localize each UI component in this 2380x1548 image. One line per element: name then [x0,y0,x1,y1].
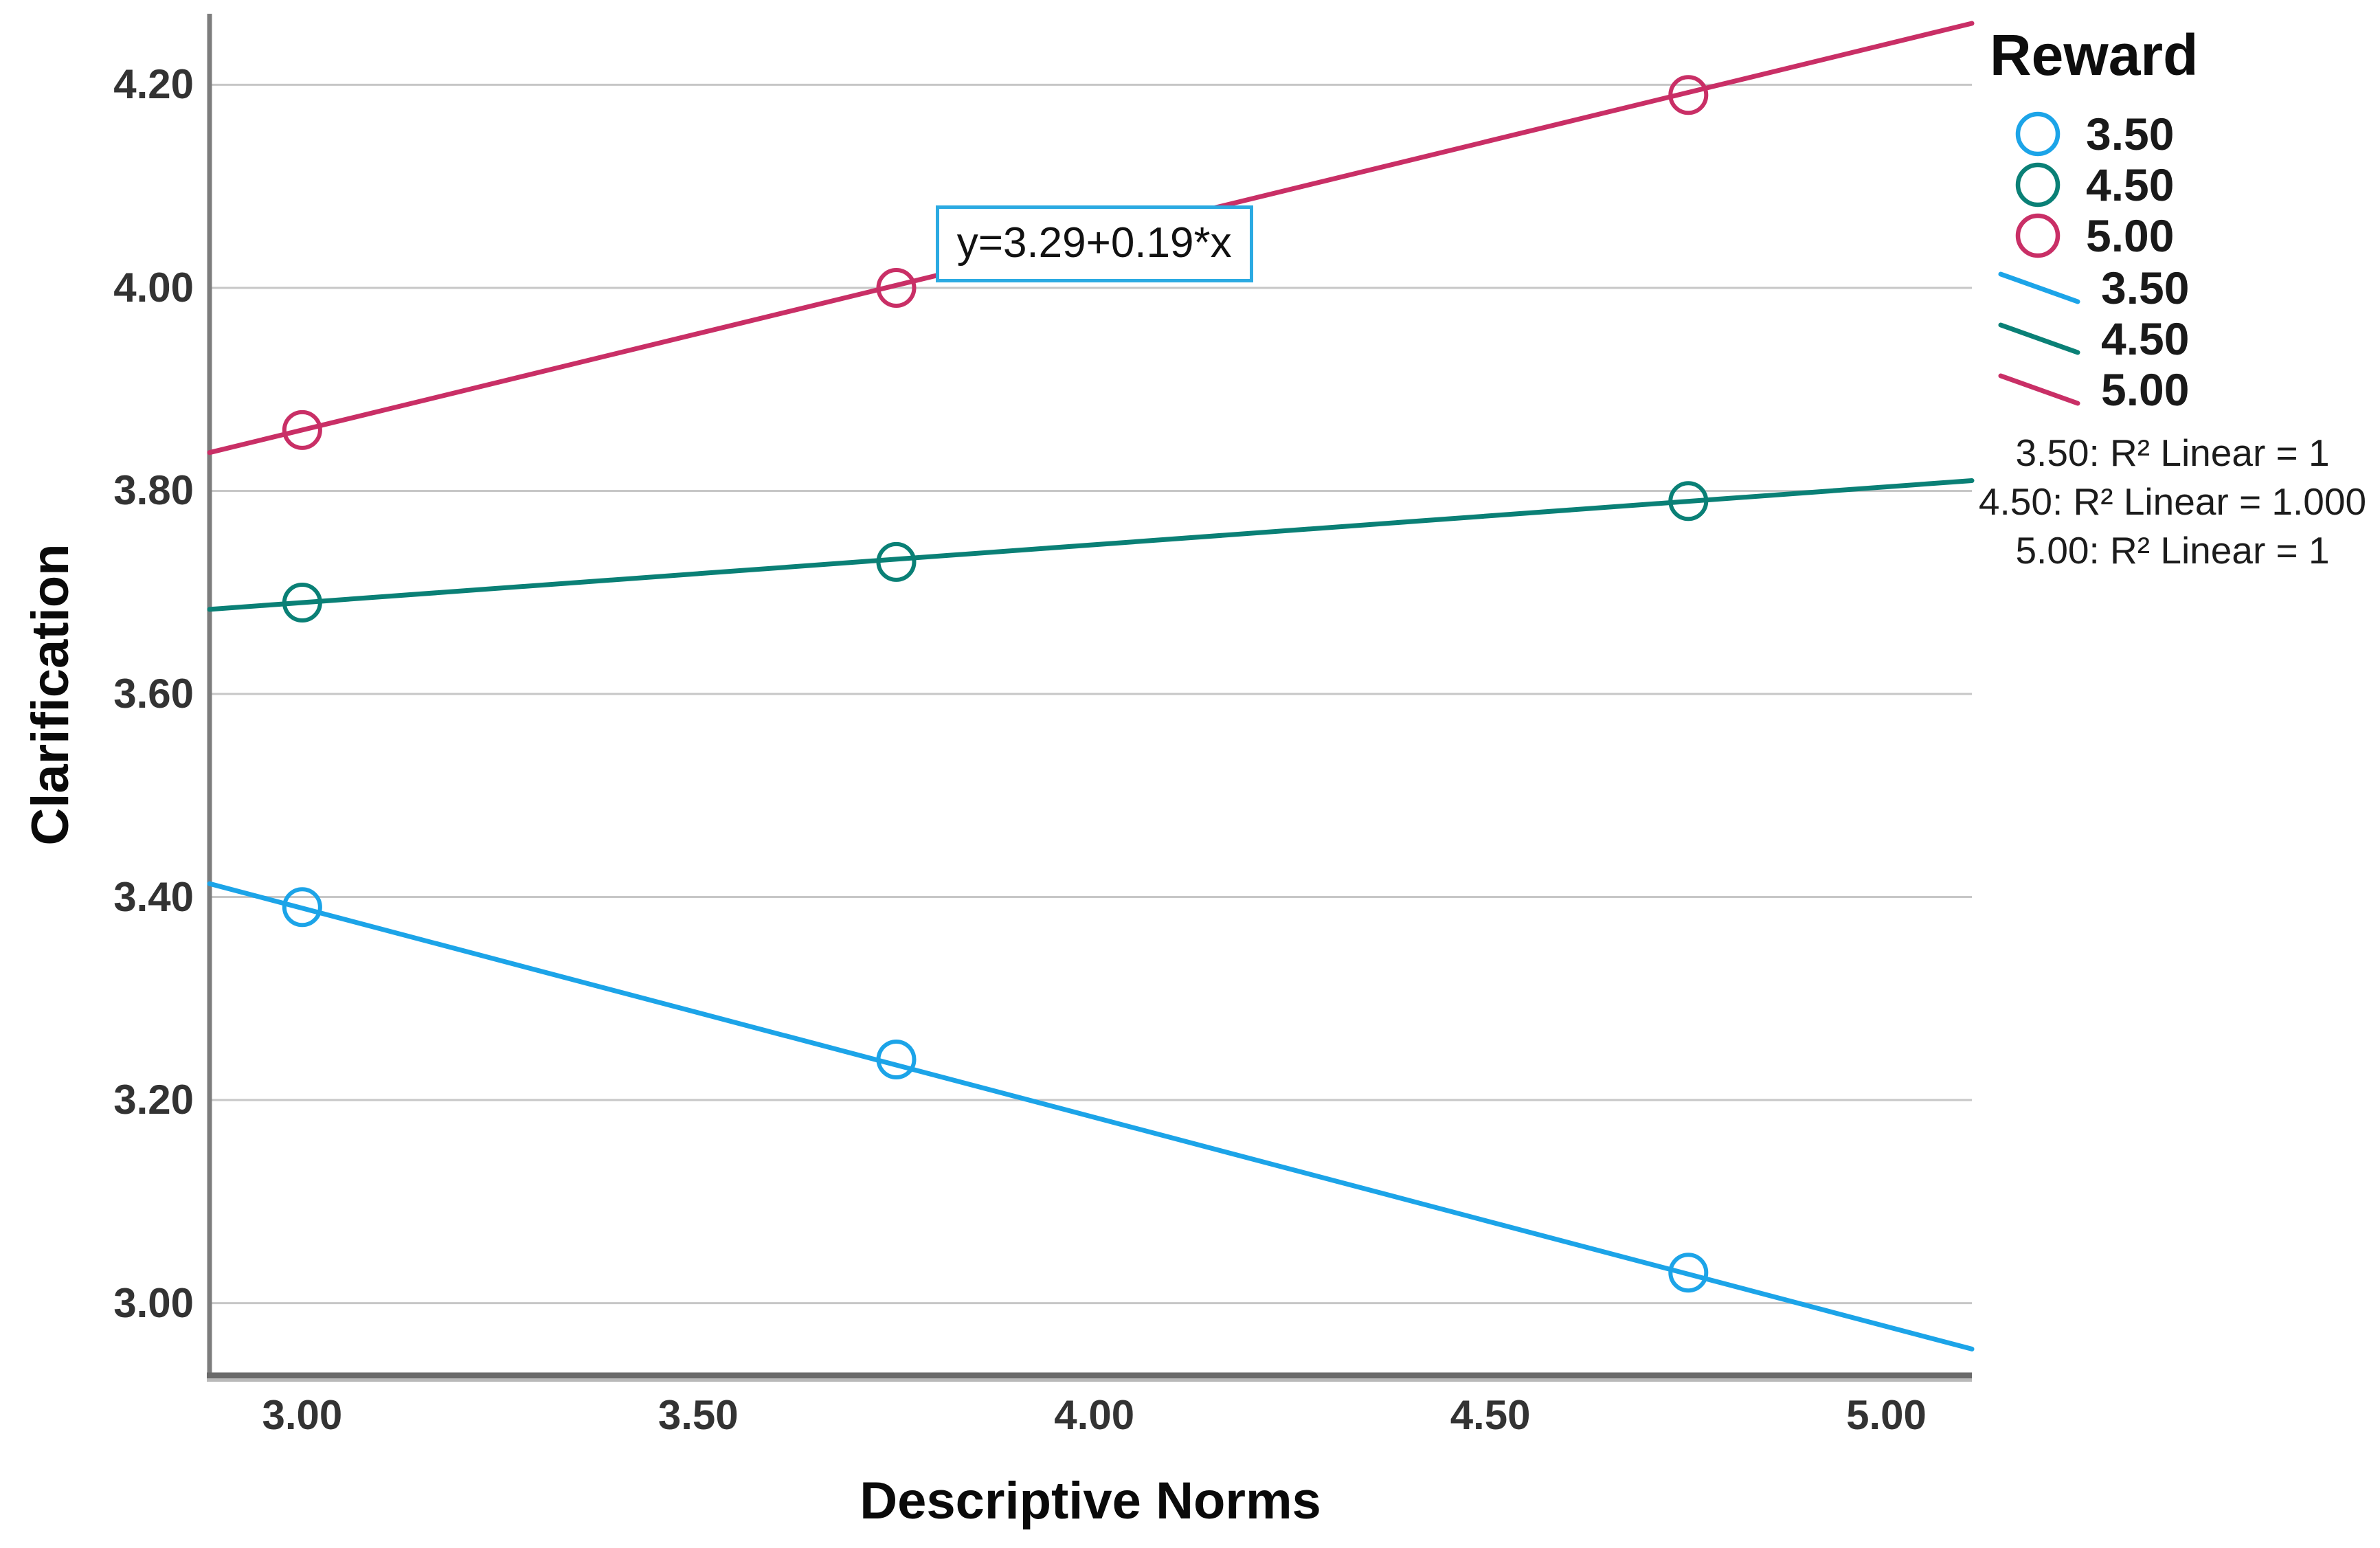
data-point-marker-3.50 [876,1039,917,1079]
legend-marker-item: 3.50 [2013,109,2174,159]
data-point-marker-3.50 [282,887,322,928]
y-tick-label: 3.60 [113,671,194,717]
legend-circle-swatch [2015,213,2061,258]
x-tick-label: 4.00 [1054,1392,1135,1438]
y-tick-label: 4.00 [113,264,194,311]
fit-line-4.50 [207,478,1975,612]
legend-marker-label: 3.50 [2086,109,2175,159]
legend-line-item: 5.00 [1997,364,2189,415]
legend: Reward 3.50 4.50 5.00 3.50 4.50 5.00 3.50: R… [1979,0,2380,591]
y-tick-label: 3.20 [113,1077,194,1123]
legend-line-swatch [1998,271,2080,304]
data-point-marker-5.00 [282,410,322,450]
x-axis-title: Descriptive Norms [860,1472,1321,1530]
data-point-marker-5.00 [876,267,917,308]
legend-line-swatch [1998,373,2080,406]
legend-line-entries: 3.50 4.50 5.00 [1997,262,2189,415]
legend-marker-item: 5.00 [2013,210,2174,261]
legend-line-label: 4.50 [2101,313,2190,364]
legend-line-label: 5.00 [2101,364,2190,415]
legend-line-swatch [1998,322,2080,355]
regression-equation-label: y=3.29+0.19*x [935,205,1253,283]
legend-line-label: 3.50 [2101,262,2190,313]
data-point-marker-4.50 [876,541,917,582]
x-tick-label: 3.00 [262,1392,343,1438]
y-tick-label: 3.40 [113,873,194,920]
r2-annotation-line: 4.50: R² Linear = 1.000 [1978,480,2367,523]
legend-marker-item: 4.50 [2013,159,2174,210]
legend-line-item: 3.50 [1997,262,2189,313]
legend-circle-swatch [2015,111,2061,157]
legend-marker-entries: 3.50 4.50 5.00 [2013,109,2174,261]
x-tick-label: 3.50 [658,1392,739,1438]
y-axis-title: Clarification [21,543,80,846]
x-tick-label: 5.00 [1846,1392,1927,1438]
data-point-marker-3.50 [1668,1253,1709,1293]
fit-line-3.50 [207,881,1975,1351]
legend-line-item: 4.50 [1997,313,2189,364]
r2-annotation-line: 5.00: R² Linear = 1 [2015,529,2330,572]
data-point-marker-4.50 [282,583,322,623]
legend-circle-swatch [2015,162,2061,207]
y-tick-label: 3.00 [113,1279,194,1326]
r2-annotations: 3.50: R² Linear = 1 4.50: R² Linear = 1.0… [1966,429,2379,575]
legend-title: Reward [1990,23,2199,87]
data-point-marker-5.00 [1668,75,1709,115]
y-tick-label: 4.20 [113,61,194,108]
legend-marker-label: 4.50 [2086,159,2175,210]
data-point-marker-4.50 [1668,481,1709,521]
regression-equation-text: y=3.29+0.19*x [956,219,1232,267]
x-tick-label: 4.50 [1450,1392,1531,1438]
legend-marker-label: 5.00 [2086,210,2175,261]
y-tick-label: 3.80 [113,467,194,514]
r2-annotation-line: 3.50: R² Linear = 1 [2015,431,2330,474]
